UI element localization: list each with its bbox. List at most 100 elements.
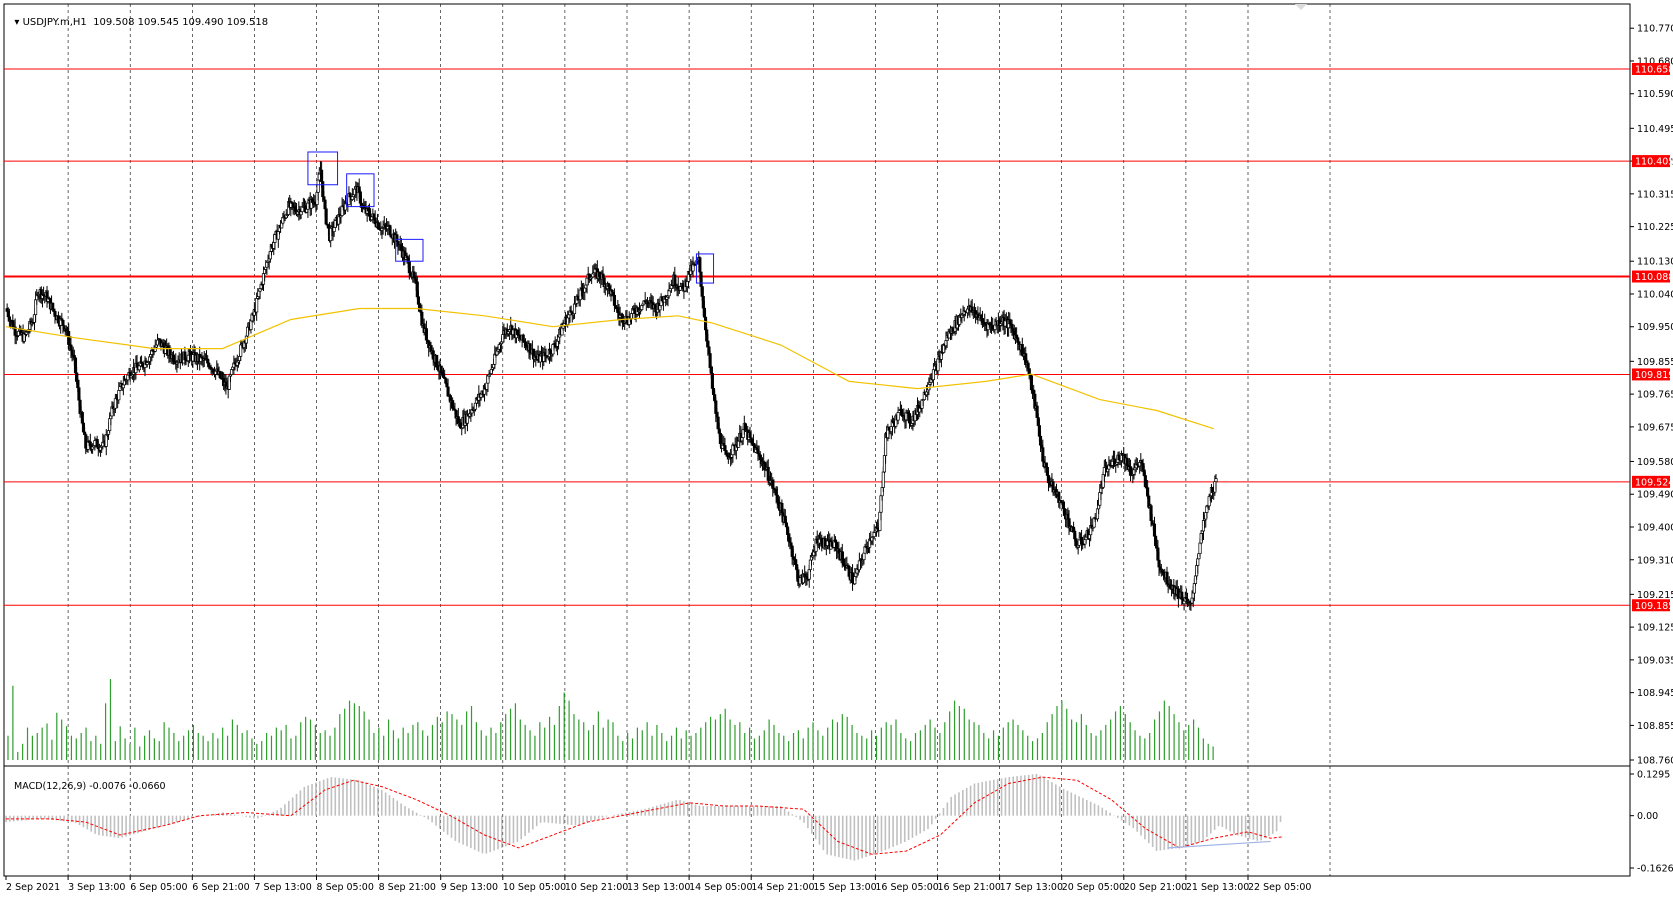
price-tick-label: 109.215 bbox=[1637, 590, 1673, 601]
candle-body bbox=[591, 273, 595, 278]
candle-body bbox=[424, 328, 428, 341]
macd-panel-frame bbox=[3, 765, 1631, 877]
time-tick-label: 20 Sep 05:00 bbox=[1062, 882, 1125, 893]
macd-axis: 0.1295 0.00 -0.1626 bbox=[1630, 770, 1673, 875]
macd-tick-label: 0.1295 bbox=[1637, 770, 1670, 781]
highlight-box bbox=[307, 151, 339, 186]
level-price-label: 109.185 bbox=[1635, 601, 1673, 612]
price-tick-label: 110.680 bbox=[1637, 56, 1673, 67]
level-price-label: 110.658 bbox=[1635, 64, 1673, 75]
price-tick-label: 109.765 bbox=[1637, 390, 1673, 401]
symbol-header: ▾ USDJPY.m,H1 109.508 109.545 109.490 10… bbox=[8, 6, 268, 28]
candle-body bbox=[117, 390, 121, 401]
time-tick-label: 10 Sep 05:00 bbox=[503, 882, 566, 893]
level-price-label: 109.819 bbox=[1635, 370, 1673, 381]
price-tick-label: 109.310 bbox=[1637, 555, 1673, 566]
level-price-tag bbox=[1632, 599, 1670, 612]
collapse-triangle-icon[interactable]: ▾ bbox=[14, 17, 23, 28]
price-tick-label: 108.760 bbox=[1637, 756, 1673, 767]
time-tick-label: 10 Sep 21:00 bbox=[565, 882, 628, 893]
level-price-tag bbox=[1632, 270, 1670, 283]
highlight-box bbox=[346, 173, 375, 208]
level-price-label: 109.524 bbox=[1635, 477, 1673, 488]
candle-body bbox=[435, 354, 439, 367]
time-tick-label: 9 Sep 13:00 bbox=[441, 882, 498, 893]
candle-body bbox=[1041, 447, 1045, 462]
time-tick-label: 14 Sep 21:00 bbox=[751, 882, 814, 893]
candle-body bbox=[350, 196, 354, 200]
time-tick-label: 2 Sep 2021 bbox=[6, 882, 60, 893]
time-axis[interactable]: 2 Sep 2021 3 Sep 13:00 6 Sep 05:00 6 Sep 21… bbox=[5, 876, 1311, 893]
price-tick-label: 110.315 bbox=[1637, 189, 1673, 200]
time-tick-label: 8 Sep 21:00 bbox=[379, 882, 436, 893]
candle-body bbox=[1198, 542, 1202, 554]
time-tick-label: 3 Sep 13:00 bbox=[68, 882, 125, 893]
time-tick-label: 20 Sep 21:00 bbox=[1124, 882, 1187, 893]
time-tick-label: 21 Sep 13:00 bbox=[1186, 882, 1249, 893]
price-tick-label: 110.590 bbox=[1637, 89, 1673, 100]
price-tick-label: 110.225 bbox=[1637, 222, 1673, 233]
time-tick-label: 15 Sep 13:00 bbox=[813, 882, 876, 893]
price-tick-label: 109.950 bbox=[1637, 322, 1673, 333]
highlight-box bbox=[695, 253, 715, 284]
macd-values: -0.0076 -0.0660 bbox=[89, 781, 166, 792]
candle-body bbox=[1196, 558, 1200, 566]
price-tick-label: 109.580 bbox=[1637, 457, 1673, 468]
level-price-tag bbox=[1632, 475, 1670, 488]
candle-body bbox=[698, 257, 702, 273]
level-price-tag bbox=[1632, 155, 1670, 168]
candle-body bbox=[896, 412, 900, 421]
time-tick-label: 14 Sep 05:00 bbox=[689, 882, 752, 893]
macd-tick-label: -0.1626 bbox=[1637, 864, 1673, 875]
time-tick-label: 6 Sep 21:00 bbox=[192, 882, 249, 893]
time-tick-label: 16 Sep 21:00 bbox=[938, 882, 1001, 893]
candle-body bbox=[255, 298, 259, 313]
candle-body bbox=[667, 290, 671, 297]
chart-shift-marker-icon[interactable] bbox=[1295, 4, 1307, 10]
symbol-label: USDJPY.m,H1 bbox=[22, 17, 87, 28]
ohlc-values: 109.508 109.545 109.490 109.518 bbox=[93, 17, 269, 28]
price-tick-label: 109.490 bbox=[1637, 490, 1673, 501]
price-axis[interactable]: 110.770 110.680 110.590 110.495 110.405 110.3… bbox=[1630, 24, 1673, 767]
price-tick-label: 108.855 bbox=[1637, 721, 1673, 732]
price-tick-label: 108.945 bbox=[1637, 688, 1673, 699]
level-price-tag bbox=[1632, 368, 1670, 381]
price-panel-frame bbox=[3, 3, 1631, 767]
candle-body bbox=[51, 302, 55, 310]
volume-histogram bbox=[7, 679, 1214, 760]
time-tick-label: 17 Sep 13:00 bbox=[1000, 882, 1063, 893]
time-tick-label: 13 Sep 13:00 bbox=[627, 882, 690, 893]
candlesticks bbox=[5, 161, 1218, 611]
time-tick-label: 16 Sep 05:00 bbox=[875, 882, 938, 893]
candle-body bbox=[444, 378, 448, 384]
level-price-label: 110.405 bbox=[1635, 157, 1673, 168]
time-tick-label: 6 Sep 05:00 bbox=[130, 882, 187, 893]
candle-body bbox=[320, 169, 324, 182]
candle-body bbox=[61, 319, 65, 326]
price-tick-label: 109.035 bbox=[1637, 655, 1673, 666]
horizontal-levels[interactable] bbox=[4, 68, 1630, 606]
price-tick-label: 110.040 bbox=[1637, 289, 1673, 300]
candle-body bbox=[881, 471, 885, 488]
macd-header: MACD(12,26,9) -0.0076 -0.0660 bbox=[8, 770, 166, 792]
candle-body bbox=[324, 208, 328, 225]
time-tick-label: 7 Sep 13:00 bbox=[254, 882, 311, 893]
macd-name: MACD(12,26,9) bbox=[14, 781, 87, 792]
price-tick-label: 109.125 bbox=[1637, 623, 1673, 634]
moving-average-line bbox=[5, 307, 1214, 430]
macd-tick-label: 0.00 bbox=[1637, 811, 1658, 822]
time-tick-label: 22 Sep 05:00 bbox=[1248, 882, 1311, 893]
price-tick-label: 110.130 bbox=[1637, 257, 1673, 268]
candle-body bbox=[751, 442, 755, 447]
candle-body bbox=[332, 227, 336, 232]
candle-body bbox=[862, 552, 866, 561]
highlight-boxes[interactable] bbox=[307, 151, 715, 284]
price-tick-label: 109.855 bbox=[1637, 357, 1673, 368]
price-tick-label: 110.770 bbox=[1637, 24, 1673, 35]
candle-body bbox=[1214, 478, 1218, 483]
level-price-label: 110.088 bbox=[1635, 272, 1673, 283]
macd-indicator bbox=[5, 773, 1283, 861]
price-tick-label: 109.400 bbox=[1637, 522, 1673, 533]
highlight-box bbox=[395, 238, 424, 262]
